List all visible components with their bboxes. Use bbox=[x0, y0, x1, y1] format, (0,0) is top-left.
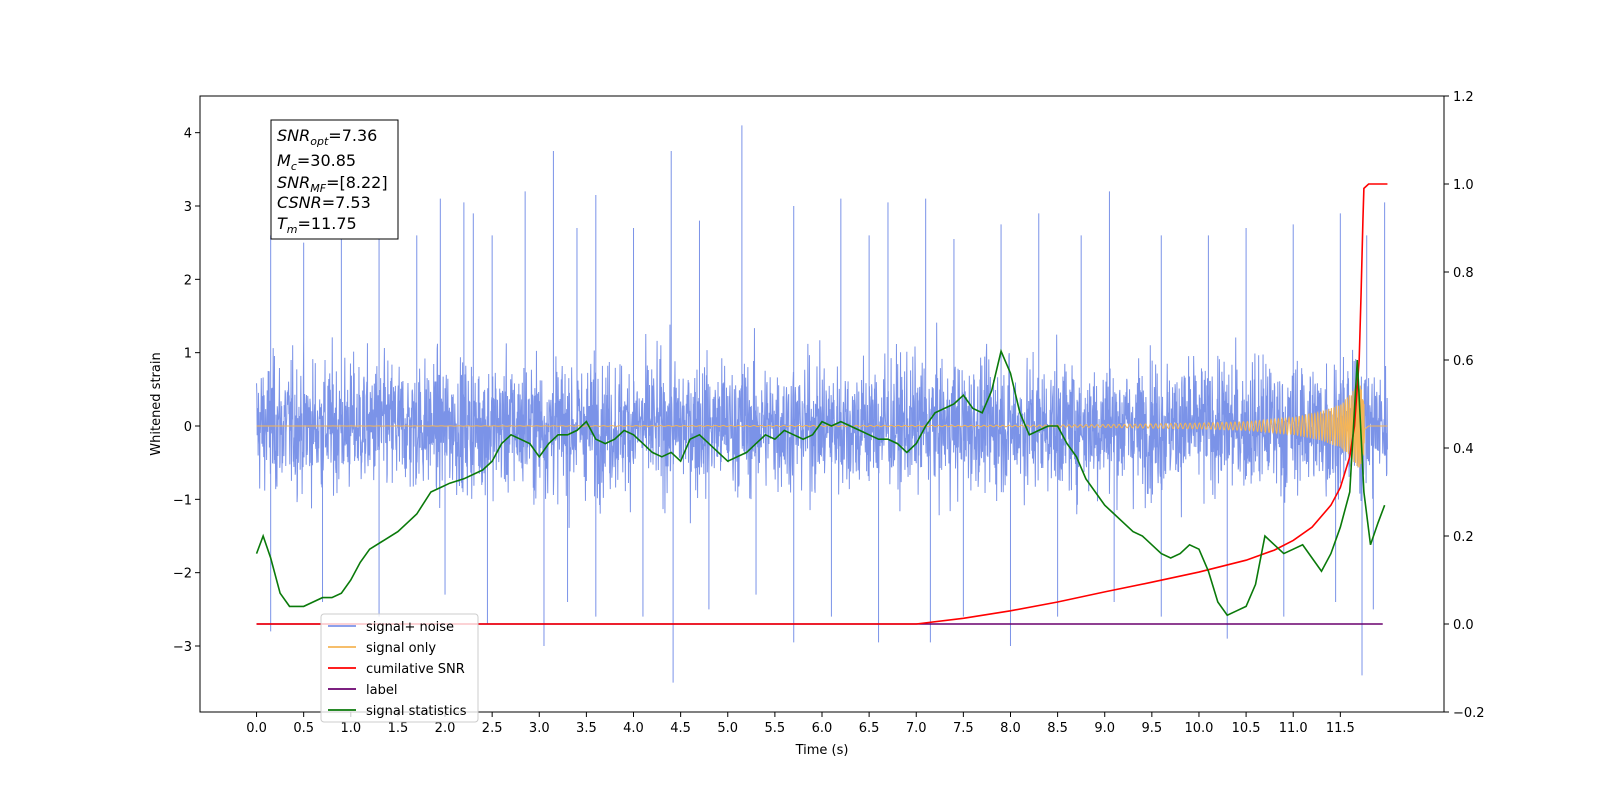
y-left-tick-label: 4 bbox=[184, 127, 192, 142]
y-left-tick-label: 0 bbox=[184, 420, 192, 435]
x-tick-label: 1.0 bbox=[340, 721, 361, 736]
x-tick-label: 10.5 bbox=[1232, 721, 1261, 736]
series-signal-noise bbox=[256, 125, 1388, 683]
y-left-tick-label: −3 bbox=[173, 640, 192, 655]
info-symbol: CSNR bbox=[277, 193, 322, 212]
legend-entry-label: label bbox=[366, 683, 397, 698]
info-subscript: MF bbox=[310, 182, 326, 195]
x-tick-label: 9.5 bbox=[1142, 721, 1163, 736]
series-signal-only bbox=[256, 385, 1388, 468]
x-tick-label: 1.5 bbox=[388, 721, 409, 736]
y-left-tick-label: 1 bbox=[184, 347, 192, 362]
y-right-tick-label: 1.2 bbox=[1453, 90, 1474, 105]
y-right-tick-label: 0.4 bbox=[1453, 442, 1474, 457]
y-left-tick-label: 3 bbox=[184, 200, 192, 215]
x-tick-label: 0.0 bbox=[246, 721, 267, 736]
y-right-tick-label: −0.2 bbox=[1453, 706, 1485, 721]
legend-entry-label: signal statistics bbox=[366, 704, 467, 719]
info-box-frame bbox=[270, 119, 399, 240]
y-left-tick-label: 2 bbox=[184, 273, 192, 288]
x-tick-label: 11.5 bbox=[1326, 721, 1355, 736]
y-right-tick-label: 1.0 bbox=[1453, 178, 1474, 193]
legend: signal+ noise signal only cumilative SNR la… bbox=[320, 613, 479, 723]
info-value: =30.85 bbox=[297, 151, 356, 170]
x-tick-label: 5.0 bbox=[717, 721, 738, 736]
x-tick-label: 8.5 bbox=[1047, 721, 1068, 736]
info-value: =11.75 bbox=[298, 214, 357, 233]
info-subscript: c bbox=[291, 160, 297, 173]
legend-entry-label: cumilative SNR bbox=[366, 662, 465, 677]
y-left-tick-label: −2 bbox=[173, 567, 192, 582]
info-line: SNRMF=[8.22] bbox=[277, 173, 388, 195]
info-symbol: T bbox=[277, 214, 288, 233]
info-symbol: SNR bbox=[277, 126, 310, 145]
y-right-tick-label: 0.0 bbox=[1453, 618, 1474, 633]
info-line: CSNR=7.53 bbox=[277, 193, 371, 212]
x-tick-label: 7.0 bbox=[906, 721, 927, 736]
info-value: =[8.22] bbox=[326, 173, 388, 192]
x-tick-label: 7.5 bbox=[953, 721, 974, 736]
x-tick-label: 8.0 bbox=[1000, 721, 1021, 736]
y-axis-right: −0.2 0.0 0.2 0.4 0.6 0.8 1.0 1.2 bbox=[1444, 90, 1485, 721]
x-tick-label: 6.0 bbox=[812, 721, 833, 736]
x-tick-label: 5.5 bbox=[765, 721, 786, 736]
y-axis-left: −3 −2 −1 0 1 2 3 4 bbox=[173, 127, 200, 655]
x-tick-label: 3.5 bbox=[576, 721, 597, 736]
x-tick-label: 9.0 bbox=[1094, 721, 1115, 736]
x-axis: 0.0 0.5 1.0 1.5 2.0 2.5 3.0 3.5 4.0 4.5 5.0 5.5 6.0 6… bbox=[246, 712, 1355, 736]
x-tick-label: 6.5 bbox=[859, 721, 880, 736]
x-axis-label: Time (s) bbox=[795, 743, 849, 758]
x-tick-label: 3.0 bbox=[529, 721, 550, 736]
x-tick-label: 2.0 bbox=[435, 721, 456, 736]
series-signal-statistics bbox=[255, 348, 1386, 617]
y-axis-label: Whitened strain bbox=[149, 352, 164, 455]
x-tick-label: 4.0 bbox=[623, 721, 644, 736]
y-right-tick-label: 0.6 bbox=[1453, 354, 1474, 369]
snr-info-box: SNRopt=7.36Mc=30.85SNRMF=[8.22]CSNR=7.53… bbox=[270, 119, 399, 240]
x-tick-label: 2.5 bbox=[482, 721, 503, 736]
info-symbol: SNR bbox=[277, 173, 310, 192]
legend-entry-label: signal+ noise bbox=[366, 620, 454, 635]
x-tick-label: 11.0 bbox=[1279, 721, 1308, 736]
info-value: =7.53 bbox=[322, 193, 371, 212]
info-value: =7.36 bbox=[328, 126, 377, 145]
y-left-tick-label: −1 bbox=[173, 493, 192, 508]
info-line: Mc=30.85 bbox=[277, 151, 356, 173]
info-line: Tm=11.75 bbox=[277, 214, 357, 236]
plot-area bbox=[255, 125, 1388, 683]
x-tick-label: 10.0 bbox=[1184, 721, 1213, 736]
legend-frame bbox=[320, 613, 479, 723]
x-tick-label: 4.5 bbox=[670, 721, 691, 736]
legend-entry-label: signal only bbox=[366, 641, 436, 656]
info-symbol: M bbox=[277, 151, 291, 170]
x-tick-label: 0.5 bbox=[293, 721, 314, 736]
info-subscript: m bbox=[287, 223, 298, 236]
y-right-tick-label: 0.8 bbox=[1453, 266, 1474, 281]
series-cumulative-snr bbox=[256, 183, 1388, 625]
info-line: SNRopt=7.36 bbox=[277, 126, 377, 148]
y-right-tick-label: 0.2 bbox=[1453, 530, 1474, 545]
info-subscript: opt bbox=[310, 135, 329, 148]
